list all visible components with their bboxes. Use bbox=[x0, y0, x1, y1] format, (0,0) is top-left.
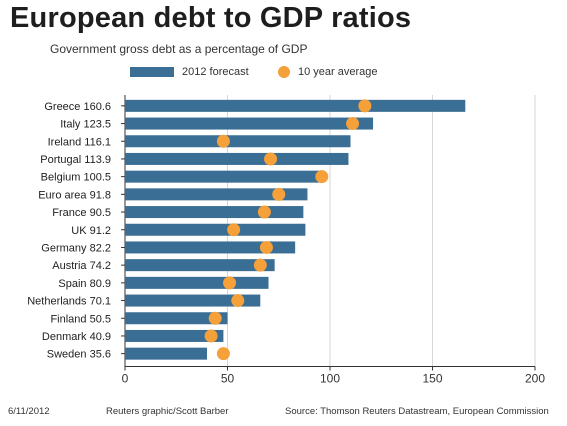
x-tick-label: 50 bbox=[221, 372, 235, 386]
category-label: Netherlands 70.1 bbox=[27, 296, 111, 308]
chart-subtitle: Government gross debt as a percentage of… bbox=[50, 42, 308, 56]
average-dot bbox=[259, 240, 273, 254]
bar bbox=[125, 206, 304, 219]
average-dot bbox=[227, 223, 241, 237]
category-label: Finland 50.5 bbox=[50, 313, 111, 325]
footer-date: 6/11/2012 bbox=[8, 406, 50, 417]
category-label: Portugal 113.9 bbox=[40, 154, 111, 166]
x-tick-label: 200 bbox=[525, 372, 545, 386]
average-dot bbox=[264, 152, 278, 166]
average-dot bbox=[216, 134, 230, 148]
category-label: Euro area 91.8 bbox=[38, 189, 111, 201]
average-dot bbox=[257, 205, 271, 219]
average-dot bbox=[272, 187, 286, 201]
legend-label-average: 10 year average bbox=[298, 66, 378, 78]
category-label: Ireland 116.1 bbox=[48, 136, 111, 148]
bar bbox=[125, 347, 207, 360]
chart-title: European debt to GDP ratios bbox=[10, 2, 412, 34]
bar bbox=[125, 329, 224, 342]
legend-bar-swatch bbox=[130, 67, 174, 77]
average-dot bbox=[231, 294, 245, 308]
average-dot bbox=[216, 347, 230, 361]
category-label: Greece 160.6 bbox=[44, 101, 111, 113]
bar-chart: 0 50 100 150 200 Greece 160.6 Italy 123.5 Irela… bbox=[27, 95, 545, 386]
x-tick-label: 150 bbox=[422, 372, 442, 386]
average-dot bbox=[315, 170, 329, 184]
bar bbox=[125, 276, 269, 289]
category-label: Sweden 35.6 bbox=[47, 349, 111, 361]
category-label: Italy 123.5 bbox=[60, 119, 111, 131]
category-label: Spain 80.9 bbox=[58, 278, 111, 290]
bar bbox=[125, 223, 306, 236]
x-tick-label: 100 bbox=[320, 372, 340, 386]
category-label: Germany 82.2 bbox=[41, 242, 111, 254]
bar bbox=[125, 259, 275, 272]
legend-dot-swatch bbox=[278, 66, 290, 78]
average-dot bbox=[253, 258, 267, 272]
category-label: UK 91.2 bbox=[71, 225, 111, 237]
average-dot bbox=[358, 99, 372, 113]
legend-item-average: 10 year average bbox=[278, 66, 378, 78]
average-dot bbox=[208, 311, 222, 325]
bar bbox=[125, 294, 261, 307]
average-dot bbox=[204, 329, 218, 343]
bar bbox=[125, 99, 466, 112]
category-label: Austria 74.2 bbox=[52, 260, 111, 272]
average-dot bbox=[346, 117, 360, 131]
footer-credit: Reuters graphic/Scott Barber bbox=[106, 406, 229, 417]
bar bbox=[125, 152, 349, 165]
x-tick-label: 0 bbox=[122, 372, 129, 386]
bar bbox=[125, 188, 308, 201]
bar bbox=[125, 312, 228, 325]
bar bbox=[125, 135, 351, 148]
legend-label-forecast: 2012 forecast bbox=[182, 66, 249, 78]
category-label: Denmark 40.9 bbox=[42, 331, 111, 343]
legend-item-forecast: 2012 forecast bbox=[130, 66, 249, 78]
category-label: France 90.5 bbox=[52, 207, 111, 219]
bar bbox=[125, 241, 296, 254]
average-dot bbox=[223, 276, 237, 290]
footer-source: Source: Thomson Reuters Datastream, Euro… bbox=[285, 406, 549, 417]
bar bbox=[125, 170, 324, 183]
bar bbox=[125, 117, 374, 130]
category-label: Belgium 100.5 bbox=[41, 172, 111, 184]
